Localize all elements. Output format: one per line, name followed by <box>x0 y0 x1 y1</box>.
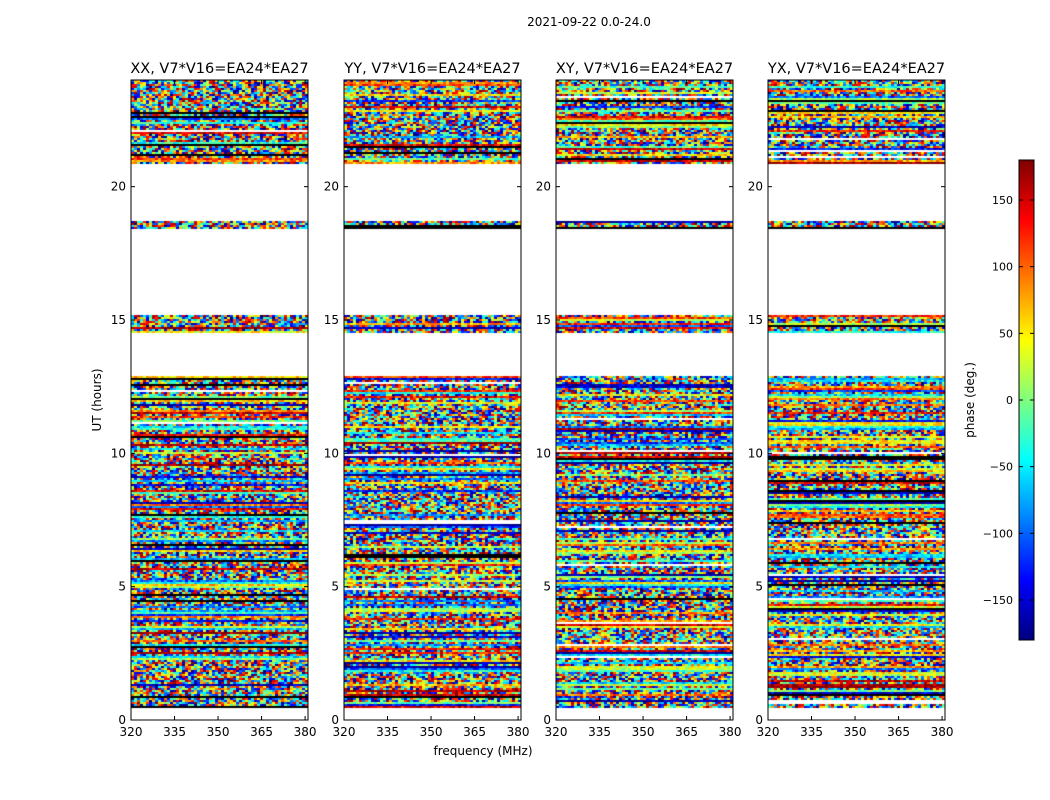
colorbar-tick-label: 150 <box>992 194 1013 207</box>
phase-image <box>131 80 308 720</box>
y-tick-label: 20 <box>536 180 551 194</box>
x-tick-label: 380 <box>719 725 742 739</box>
axes-frame <box>343 79 522 721</box>
y-tick-label: 20 <box>748 180 763 194</box>
y-tick-label: 10 <box>748 446 763 460</box>
y-tick-label: 5 <box>755 580 763 594</box>
y-tick-label: 0 <box>543 713 551 727</box>
y-tick-label: 15 <box>324 313 339 327</box>
panel-yx: YX, V7*V16=EA24*EA27 320 335 350 365 380 0 5 10 1… <box>748 61 954 739</box>
x-tick-label: 350 <box>632 725 655 739</box>
panel-yy: YY, V7*V16=EA24*EA27 320 335 350 365 380 0 5 10 1… <box>324 61 530 739</box>
y-tick-label: 5 <box>118 580 126 594</box>
colorbar: −150 −100 −50 0 50 100 150 <box>983 159 1035 641</box>
y-tick-label: 10 <box>536 446 551 460</box>
panel-title: XX, V7*V16=EA24*EA27 <box>130 61 308 77</box>
x-tick-label: 365 <box>463 725 486 739</box>
y-tick-label: 15 <box>536 313 551 327</box>
colorbar-tick-label: −150 <box>983 594 1013 607</box>
y-tick-label: 15 <box>111 313 126 327</box>
y-tick-label: 20 <box>111 180 126 194</box>
x-tick-label: 380 <box>931 725 954 739</box>
x-tick-label: 365 <box>250 725 273 739</box>
y-tick-label: 0 <box>331 713 339 727</box>
colorbar-tick-label: 0 <box>1006 394 1013 407</box>
y-axis-label: UT (hours) <box>90 368 104 431</box>
phase-image <box>768 80 945 720</box>
axes-frame <box>555 79 734 721</box>
panel-title: XY, V7*V16=EA24*EA27 <box>556 61 733 77</box>
phase-image <box>344 80 521 720</box>
axes-frame <box>767 79 946 721</box>
y-tick-label: 5 <box>331 580 339 594</box>
x-tick-label: 335 <box>376 725 399 739</box>
y-tick-label: 10 <box>324 446 339 460</box>
x-tick-label: 380 <box>294 725 317 739</box>
x-tick-label: 335 <box>588 725 611 739</box>
figure-suptitle: 2021-09-22 0.0-24.0 <box>527 15 651 29</box>
panel-xx: XX, V7*V16=EA24*EA27 320 335 350 365 380 0 5 10 1… <box>111 61 317 739</box>
y-tick-label: 0 <box>755 713 763 727</box>
x-axis-label: frequency (MHz) <box>433 744 532 758</box>
x-tick-label: 350 <box>207 725 230 739</box>
colorbar-tick-label: −50 <box>990 461 1013 474</box>
x-tick-label: 350 <box>420 725 443 739</box>
x-tick-label: 320 <box>333 725 356 739</box>
colorbar-tick-label: 100 <box>992 261 1013 274</box>
x-tick-label: 320 <box>545 725 568 739</box>
axes-frame <box>130 79 309 721</box>
panel-title: YX, V7*V16=EA24*EA27 <box>767 61 945 77</box>
x-tick-label: 335 <box>800 725 823 739</box>
y-tick-label: 5 <box>543 580 551 594</box>
panel-xy: XY, V7*V16=EA24*EA27 320 335 350 365 380 0 5 10 1… <box>536 61 742 739</box>
y-tick-label: 20 <box>324 180 339 194</box>
x-tick-label: 320 <box>757 725 780 739</box>
colorbar-tick-label: −100 <box>983 527 1013 540</box>
x-tick-label: 335 <box>163 725 186 739</box>
x-tick-label: 365 <box>675 725 698 739</box>
y-tick-label: 10 <box>111 446 126 460</box>
phase-image <box>556 80 733 720</box>
x-tick-label: 320 <box>120 725 143 739</box>
colorbar-tick-label: 50 <box>999 327 1013 340</box>
y-tick-label: 0 <box>118 713 126 727</box>
x-tick-label: 350 <box>844 725 867 739</box>
y-tick-label: 15 <box>748 313 763 327</box>
colorbar-label: phase (deg.) <box>963 362 977 438</box>
x-tick-label: 365 <box>887 725 910 739</box>
x-tick-label: 380 <box>507 725 530 739</box>
panel-title: YY, V7*V16=EA24*EA27 <box>343 61 520 77</box>
